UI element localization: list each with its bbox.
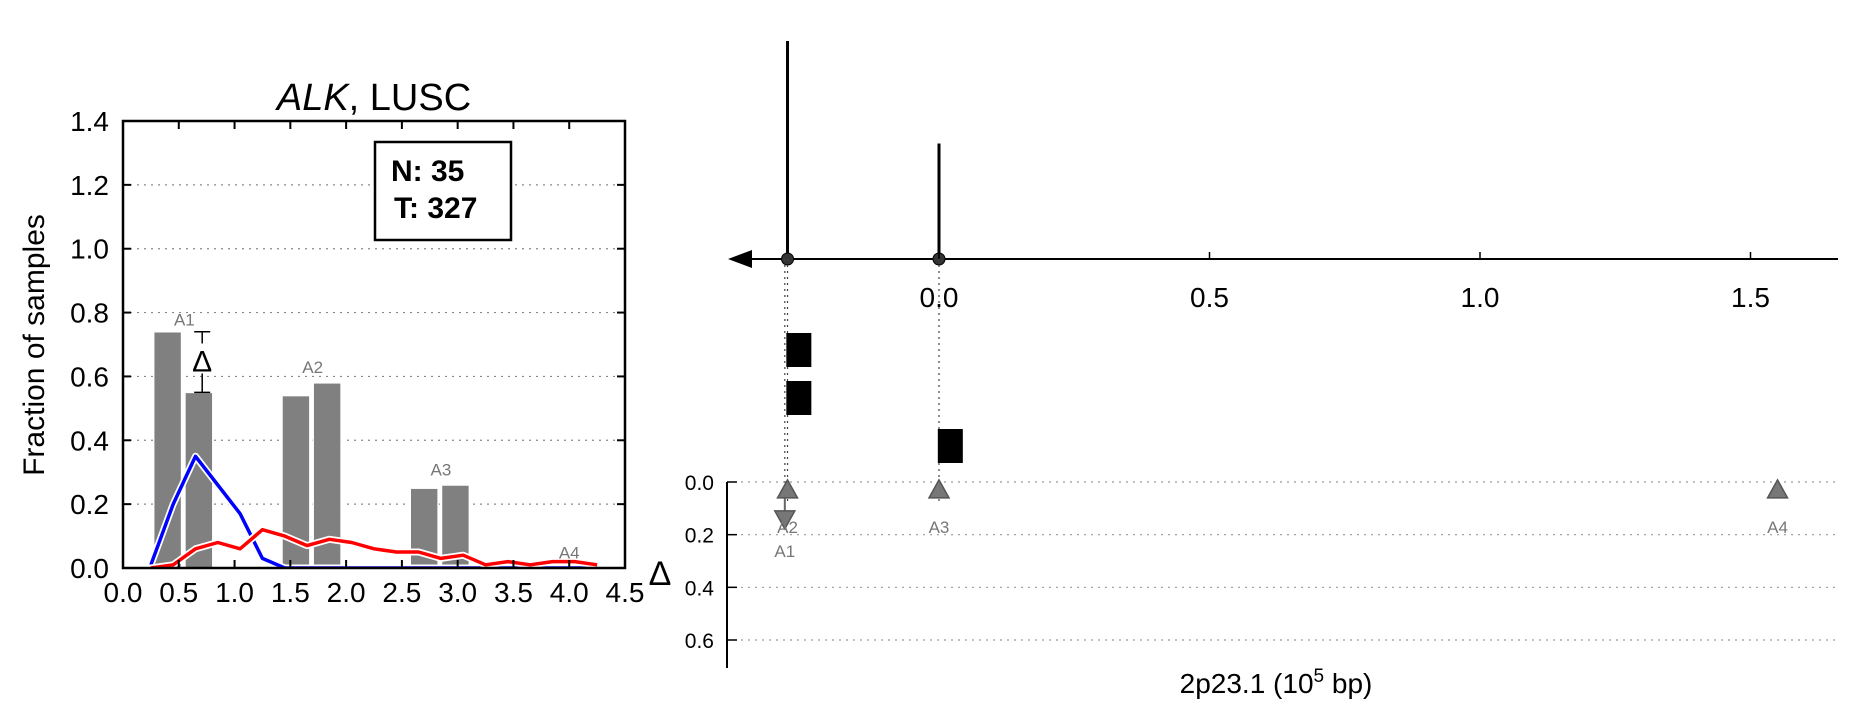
x-ticks: 0.0 0.5 1.0 1.5 bbox=[920, 252, 1770, 313]
y-tick-label: 0.8 bbox=[70, 298, 109, 329]
density-lines bbox=[147, 452, 598, 568]
delta-axis-label: Δ bbox=[649, 555, 672, 593]
exon-block bbox=[786, 333, 812, 367]
x-tick-label: 2.0 bbox=[327, 577, 366, 608]
delta-label: Δ bbox=[192, 345, 212, 378]
sample-count-frame bbox=[373, 140, 513, 242]
normal-count: N: 35 bbox=[391, 155, 464, 188]
chart-title: ALK, LUSC bbox=[275, 77, 471, 119]
series-line bbox=[150, 527, 598, 568]
delta-point bbox=[776, 478, 799, 499]
x-tick-label: 3.5 bbox=[494, 577, 533, 608]
delta-point-label: A2 bbox=[777, 518, 798, 537]
bar-label: A2 bbox=[302, 358, 323, 377]
genomic-panel: 0.0 0.5 1.0 1.5 0.0 0.2 0.4 0.6 Δ A1 A2 A3 A4 2p2… bbox=[649, 41, 1838, 699]
x-tick-label: 1.0 bbox=[1461, 282, 1500, 313]
delta-point-label: A3 bbox=[929, 518, 950, 537]
x-tick-label: 0.5 bbox=[159, 577, 198, 608]
delta-tick-label: 0.6 bbox=[685, 630, 714, 653]
delta-points: A1 A2 A3 A4 bbox=[773, 478, 1789, 561]
delta-tick-label: 0.0 bbox=[685, 472, 714, 495]
x-tick-label: 2.5 bbox=[382, 577, 421, 608]
guide-lines bbox=[784, 259, 940, 520]
exon-blocks bbox=[786, 333, 963, 463]
delta-point bbox=[1766, 478, 1789, 499]
y-tick-label: 0.2 bbox=[70, 489, 109, 520]
y-tick-label: 0.4 bbox=[70, 425, 109, 456]
delta-label-bg bbox=[190, 343, 215, 374]
y-tick-label: 1.0 bbox=[70, 234, 109, 265]
x-tick-label: 0.5 bbox=[1190, 282, 1229, 313]
stems bbox=[781, 41, 946, 266]
y-axis-label: Fraction of samples bbox=[18, 214, 51, 476]
delta-marker: Δ bbox=[190, 330, 215, 394]
x-tick-label: 3.0 bbox=[438, 577, 477, 608]
x-tick-label: 1.5 bbox=[271, 577, 310, 608]
sample-count-box: N: 35 T: 327 bbox=[373, 140, 513, 242]
delta-axis-ticks: 0.0 0.2 0.4 0.6 bbox=[685, 472, 737, 653]
x-tick-label: 1.0 bbox=[215, 577, 254, 608]
delta-tick-label: 0.4 bbox=[685, 577, 715, 600]
y-tick-label: 1.4 bbox=[70, 106, 109, 137]
direction-arrow-icon bbox=[728, 250, 752, 268]
y-tick-label: 0.6 bbox=[70, 361, 109, 392]
bar bbox=[152, 330, 183, 569]
x-tick-label: 1.5 bbox=[1731, 282, 1770, 313]
y-tick-label: 0.0 bbox=[70, 553, 109, 584]
delta-point-label: A4 bbox=[1767, 518, 1788, 537]
exon-block bbox=[786, 381, 812, 415]
y-tick-label: 1.2 bbox=[70, 170, 109, 201]
bar bbox=[184, 391, 214, 569]
exon-block bbox=[937, 429, 963, 463]
delta-point-label: A1 bbox=[774, 542, 795, 561]
bar-label: A1 bbox=[174, 310, 195, 329]
delta-point bbox=[773, 510, 797, 531]
plot-frame bbox=[121, 119, 627, 570]
series-line bbox=[149, 454, 598, 568]
axis-ticks: 0.0 0.5 1.0 1.5 2.0 2.5 3.0 3.5 4.0 4.5 0.0 0.2 0.4 0… bbox=[70, 106, 644, 608]
x-axis-label: 2p23.1 (105 bp) bbox=[1180, 666, 1373, 699]
histogram-panel: ALK, LUSC Fraction of samples A1 A2 A3 A4 Δ… bbox=[18, 77, 644, 608]
delta-point bbox=[927, 478, 951, 499]
delta-tick-label: 0.2 bbox=[685, 525, 714, 548]
delta-gridlines bbox=[727, 481, 1838, 641]
bar-label: A3 bbox=[431, 460, 452, 479]
x-tick-label: 4.0 bbox=[550, 577, 589, 608]
x-tick-label: 0.0 bbox=[104, 577, 143, 608]
tumor-count: T: 327 bbox=[394, 192, 477, 225]
bar-labels: A1 A2 A3 A4 bbox=[174, 310, 580, 562]
x-tick-label: 4.5 bbox=[606, 577, 645, 608]
bar-label: A4 bbox=[559, 543, 580, 562]
